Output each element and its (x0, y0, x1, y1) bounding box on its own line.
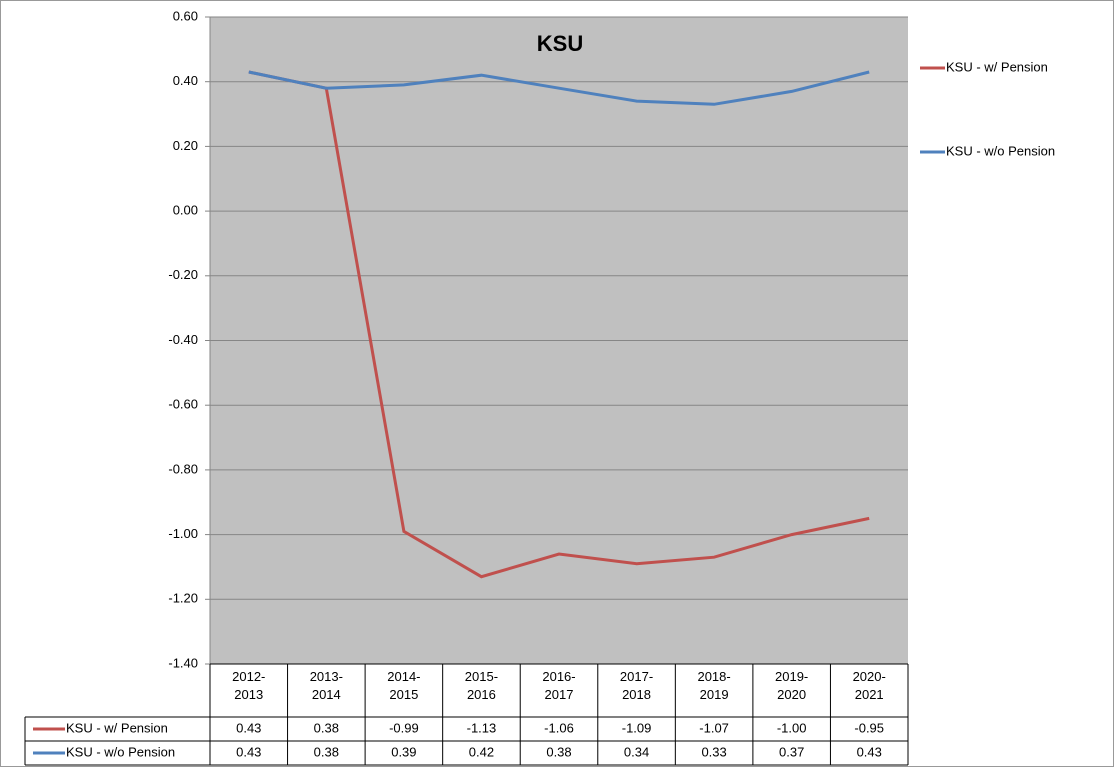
table-value: 0.38 (314, 744, 339, 759)
y-tick-label: -1.20 (168, 591, 198, 606)
table-value: -1.09 (622, 720, 652, 735)
x-tick-label-box: 2012-2013 (232, 669, 266, 702)
x-tick-label-box: 2014-2015 (387, 669, 421, 702)
table-value: -0.99 (389, 720, 419, 735)
legend-label: KSU - w/o Pension (946, 143, 1055, 158)
x-tick-label-box: 2013-2014 (309, 669, 343, 702)
x-tick-label: 2016-2017 (542, 669, 576, 702)
table-value: 0.43 (857, 744, 882, 759)
table-value: 0.42 (469, 744, 494, 759)
y-tick-label: -0.20 (168, 267, 198, 282)
table-value: 0.39 (391, 744, 416, 759)
series-line (248, 70, 870, 106)
x-tick-label: 2014-2015 (387, 669, 421, 702)
x-tick-label: 2015-2016 (464, 669, 499, 702)
chart-title: KSU (537, 31, 583, 56)
x-tick-label: 2020-2021 (852, 669, 886, 702)
x-tick-label-box: 2015-2016 (464, 669, 499, 702)
table-value: 0.38 (546, 744, 571, 759)
y-tick-label: 0.60 (173, 8, 198, 23)
y-tick-label: -0.40 (168, 332, 198, 347)
series-line (248, 70, 870, 579)
x-tick-label-box: 2019-2020 (775, 669, 809, 702)
y-tick-label: -0.80 (168, 461, 198, 476)
table-series-name: KSU - w/o Pension (66, 744, 175, 759)
x-tick-label: 2012-2013 (232, 669, 266, 702)
table-value: -1.00 (777, 720, 807, 735)
y-tick-label: 0.40 (173, 73, 198, 88)
x-tick-label-box: 2016-2017 (542, 669, 576, 702)
x-tick-label: 2019-2020 (775, 669, 809, 702)
table-series-name: KSU - w/ Pension (66, 720, 168, 735)
y-tick-label: -0.60 (168, 397, 198, 412)
table-value: 0.34 (624, 744, 649, 759)
table-value: -1.13 (467, 720, 497, 735)
table-value: -1.07 (699, 720, 729, 735)
x-tick-label-box: 2017-2018 (619, 669, 654, 702)
legend-label: KSU - w/ Pension (946, 59, 1048, 74)
table-value: 0.37 (779, 744, 804, 759)
x-tick-label-box: 2018-2019 (697, 669, 731, 702)
y-tick-label: -1.40 (168, 655, 198, 670)
y-tick-label: -1.00 (168, 526, 198, 541)
table-value: -1.06 (544, 720, 574, 735)
y-tick-label: 0.00 (173, 203, 198, 218)
y-tick-label: 0.20 (173, 138, 198, 153)
x-tick-label-box: 2020-2021 (852, 669, 886, 702)
table-value: 0.33 (701, 744, 726, 759)
x-tick-label: 2017-2018 (619, 669, 654, 702)
table-value: 0.38 (314, 720, 339, 735)
x-tick-label: 2013-2014 (309, 669, 343, 702)
x-tick-label: 2018-2019 (697, 669, 731, 702)
table-value: 0.43 (236, 720, 261, 735)
table-value: -0.95 (854, 720, 884, 735)
table-value: 0.43 (236, 744, 261, 759)
